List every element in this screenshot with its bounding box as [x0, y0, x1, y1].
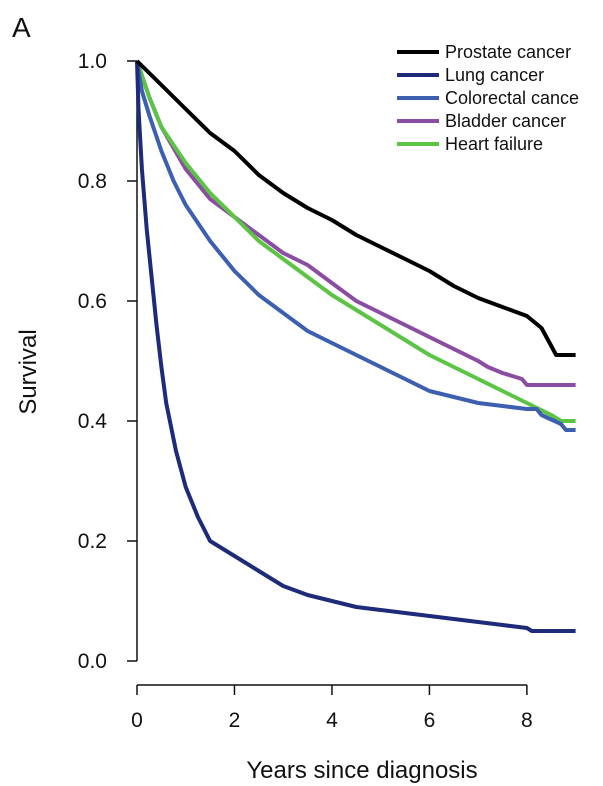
- series-line-4: [135, 60, 576, 423]
- axes: 0 2 4 6 8 0.0 0.2 0.4 0.6 0.8 1.0: [78, 50, 533, 732]
- x-tick-label: 2: [229, 709, 241, 732]
- series-line-0: [135, 59, 576, 357]
- x-tick-label: 0: [131, 709, 143, 732]
- legend-label: Heart failure: [445, 134, 543, 154]
- series-line-3: [135, 60, 576, 387]
- y-axis-title: Survival: [15, 329, 42, 414]
- x-tick-label: 4: [326, 709, 338, 732]
- y-tick-label: 1.0: [78, 50, 107, 73]
- legend-label: Lung cancer: [445, 65, 544, 85]
- legend-label: Colorectal cance: [445, 88, 579, 108]
- y-tick-label: 0.6: [78, 290, 107, 313]
- series-line-1: [135, 60, 576, 633]
- legend-label: Bladder cancer: [445, 111, 566, 131]
- y-tick-label: 0.4: [78, 410, 108, 433]
- x-tick-label: 8: [521, 709, 533, 732]
- legend-label: Prostate cancer: [445, 42, 571, 62]
- series-line-2: [135, 60, 576, 432]
- series-lines: [135, 59, 576, 633]
- y-tick-label: 0.0: [78, 650, 107, 673]
- x-axis-title: Years since diagnosis: [246, 757, 477, 784]
- y-tick-label: 0.8: [78, 170, 107, 193]
- x-tick-label: 6: [424, 709, 436, 732]
- legend: Prostate cancer Lung cancer Colorectal can…: [397, 42, 579, 154]
- panel-label: A: [12, 12, 31, 43]
- y-tick-label: 0.2: [78, 530, 107, 553]
